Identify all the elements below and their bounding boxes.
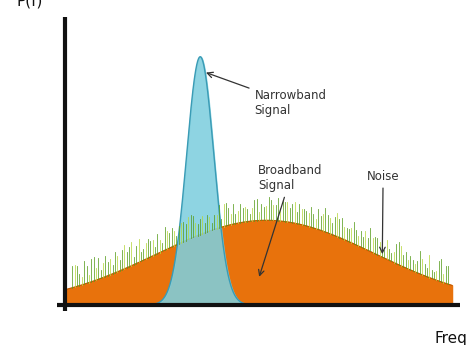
Text: Narrowband
Signal: Narrowband Signal [207, 72, 327, 117]
Text: Noise: Noise [367, 169, 400, 253]
Text: P(f): P(f) [17, 0, 43, 8]
Text: Broadband
Signal: Broadband Signal [258, 164, 323, 276]
Text: Freq: Freq [435, 331, 468, 345]
